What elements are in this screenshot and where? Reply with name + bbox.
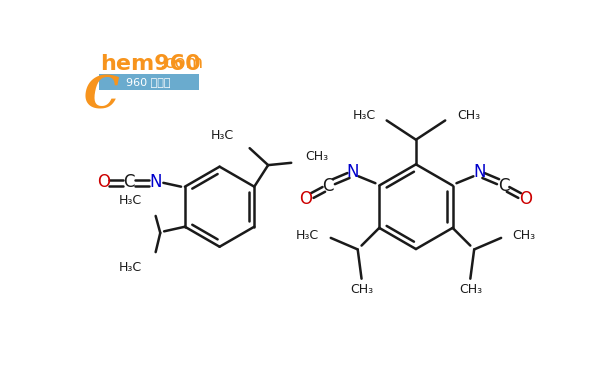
Text: CH₃: CH₃ [512, 229, 536, 242]
Text: H₃C: H₃C [119, 261, 142, 274]
Text: H₃C: H₃C [353, 109, 376, 122]
Text: H₃C: H₃C [296, 229, 319, 242]
Text: CH₃: CH₃ [457, 109, 480, 122]
Text: H₃C: H₃C [211, 129, 234, 142]
Bar [99, 74, 199, 90]
Text: CH₃: CH₃ [459, 283, 482, 296]
Text: 960 化工网: 960 化工网 [126, 77, 171, 87]
Text: C: C [83, 74, 119, 117]
Text: C: C [322, 177, 333, 195]
Text: CH₃: CH₃ [350, 283, 373, 296]
Text: O: O [519, 190, 532, 208]
Text: .com: .com [159, 54, 203, 72]
Text: C: C [499, 177, 510, 195]
Text: N: N [473, 163, 486, 181]
Text: hem960: hem960 [100, 54, 201, 74]
Text: C: C [123, 173, 134, 191]
Text: CH₃: CH₃ [305, 150, 328, 163]
Text: N: N [149, 173, 162, 191]
Text: H₃C: H₃C [119, 194, 142, 207]
Text: O: O [97, 173, 110, 191]
Text: N: N [346, 163, 359, 181]
Text: O: O [299, 190, 313, 208]
